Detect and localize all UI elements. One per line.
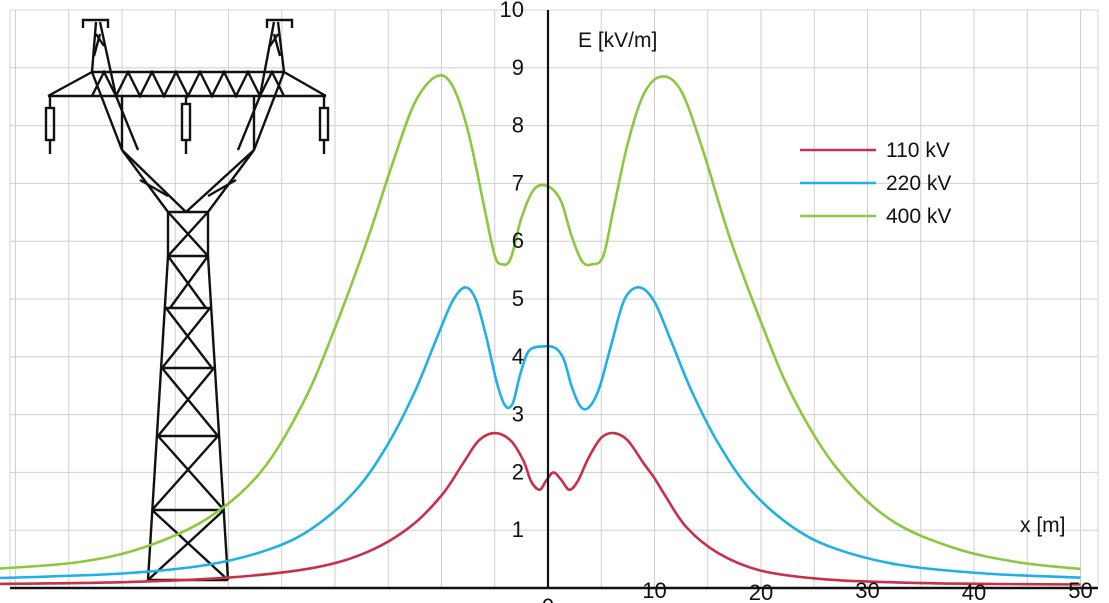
x-tick-label: 40 <box>962 580 986 603</box>
x-tick-label: 20 <box>749 580 773 603</box>
y-tick-label: 5 <box>512 286 524 311</box>
legend-label: 220 kV <box>886 172 951 195</box>
y-tick-label: 8 <box>512 113 524 138</box>
legend: 110 kV 220 kV 400 kV <box>800 139 951 228</box>
y-axis-title: E [kV/m] <box>578 29 657 52</box>
y-tick-label: 1 <box>512 517 524 542</box>
y-tick-label: 7 <box>512 170 524 195</box>
y-tick-label: 4 <box>512 344 524 369</box>
tick-labels: 0 10 20 30 40 50 1 2 3 4 5 6 7 8 9 10 <box>500 0 1093 603</box>
y-tick-label: 9 <box>512 55 524 80</box>
legend-label: 110 kV <box>886 139 950 162</box>
y-tick-label: 2 <box>512 459 524 484</box>
legend-label: 400 kV <box>886 205 951 228</box>
series-line-110-kv <box>0 431 1081 586</box>
y-tick-label: 3 <box>512 402 524 427</box>
x-tick-label: 10 <box>642 578 666 603</box>
y-tick-label: 6 <box>512 228 524 253</box>
grid-lines <box>9 9 1099 589</box>
x-tick-label: 50 <box>1068 578 1092 603</box>
x-axis-title: x [m] <box>1020 514 1066 537</box>
x-tick-label: 30 <box>855 578 879 603</box>
axes <box>10 10 1098 590</box>
y-tick-label: 10 <box>500 0 524 22</box>
x-tick-label: 0 <box>542 594 554 603</box>
transmission-tower-icon <box>44 18 330 582</box>
